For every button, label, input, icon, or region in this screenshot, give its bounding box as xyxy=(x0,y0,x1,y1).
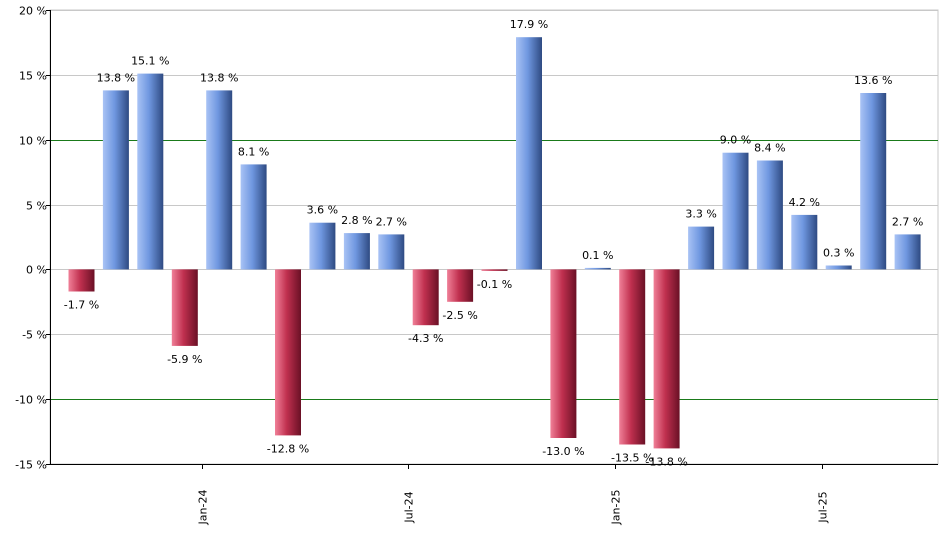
bar xyxy=(206,90,233,270)
bar-data-label: 2.8 % xyxy=(341,214,372,227)
x-tick-label: Jul-24 xyxy=(403,491,416,523)
bar-data-label: -13.5 % xyxy=(611,452,653,465)
x-tick-label: Jul-25 xyxy=(817,491,830,523)
bar-data-label: 4.2 % xyxy=(789,196,820,209)
bar-data-label: -13.8 % xyxy=(645,455,687,468)
bar-data-label: -4.3 % xyxy=(408,332,443,345)
y-tick-label: 15 % xyxy=(19,70,47,83)
y-tick-label: -10 % xyxy=(15,394,47,407)
bar-data-label: 13.8 % xyxy=(97,71,135,84)
bar-data-label: -5.9 % xyxy=(167,353,202,366)
bar-data-label: 0.3 % xyxy=(823,247,854,260)
x-tick-label: Jan-24 xyxy=(197,490,210,526)
bar xyxy=(68,269,95,292)
bar xyxy=(688,226,715,270)
y-tick-label: 5 % xyxy=(26,200,47,213)
bar xyxy=(894,234,921,270)
x-tick-label: Jan-25 xyxy=(610,490,623,526)
bar xyxy=(791,214,818,270)
data-label-layer: -1.7 % 13.8 % 15.1 % -5.9 % 13.8 % 8.1 % -12.8… xyxy=(64,18,924,468)
bar xyxy=(756,160,783,270)
bar-data-label: -1.7 % xyxy=(64,299,99,312)
bar xyxy=(102,90,129,270)
y-tick-label: 0 % xyxy=(26,264,47,277)
y-tick-label: -15 % xyxy=(15,459,47,472)
bar xyxy=(619,269,646,445)
bar-layer xyxy=(68,37,921,449)
bar-data-label: -12.8 % xyxy=(267,443,309,456)
bar xyxy=(275,269,301,436)
bar-data-label: 0.1 % xyxy=(582,249,613,262)
bar xyxy=(516,37,542,270)
bar-data-label: 2.7 % xyxy=(376,215,407,228)
bar xyxy=(584,267,611,270)
bar xyxy=(653,269,680,449)
bar xyxy=(378,234,405,270)
bar-data-label: -0.1 % xyxy=(477,278,512,291)
bar xyxy=(412,269,439,326)
bar xyxy=(825,265,852,270)
bar xyxy=(722,152,749,270)
bar-data-label: 8.1 % xyxy=(238,145,269,158)
bar-data-label: -2.5 % xyxy=(442,309,477,322)
bar-data-label: 3.6 % xyxy=(307,204,338,217)
bar xyxy=(343,233,370,270)
bar xyxy=(309,222,336,270)
bar-data-label: 13.8 % xyxy=(200,71,238,84)
y-tick-label: 10 % xyxy=(19,135,47,148)
y-tick-label: -5 % xyxy=(22,329,47,342)
y-tick-label: 20 % xyxy=(19,5,47,18)
bar-data-label: 15.1 % xyxy=(131,55,169,68)
bar xyxy=(171,269,198,346)
bar-data-label: 2.7 % xyxy=(892,215,923,228)
bar-data-label: 8.4 % xyxy=(754,142,785,155)
bar xyxy=(550,269,577,438)
bar xyxy=(860,93,887,270)
bar xyxy=(137,73,164,270)
axis-layer: 20 % 15 % 10 % 5 % 0 % -5 % -10 % -15 % Jan-24 Ju… xyxy=(15,5,938,526)
bar-data-label: 3.3 % xyxy=(685,208,716,221)
bar xyxy=(481,269,508,271)
bar xyxy=(240,164,267,270)
bar-data-label: -13.0 % xyxy=(542,445,584,458)
bar xyxy=(447,269,474,302)
bar-data-label: 13.6 % xyxy=(854,74,892,87)
bar-data-label: 17.9 % xyxy=(510,18,548,31)
bar-data-label: 9.0 % xyxy=(720,134,751,147)
